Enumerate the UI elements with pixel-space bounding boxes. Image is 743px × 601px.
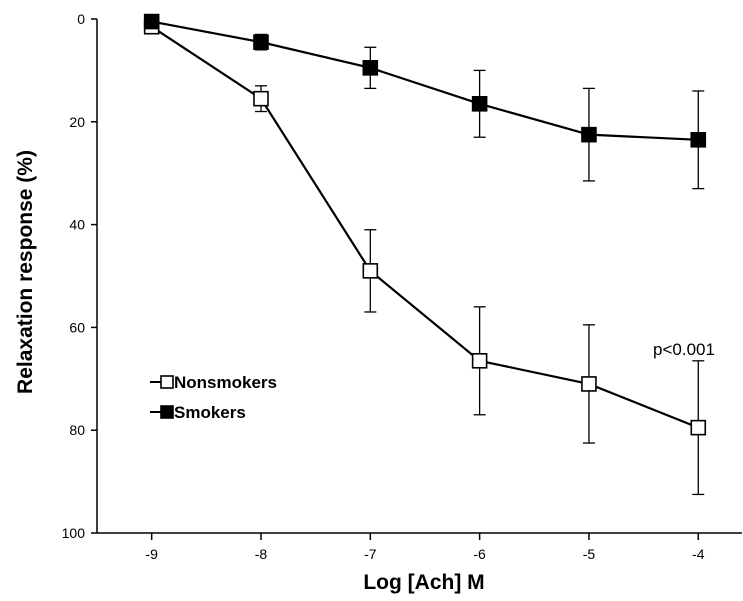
data-point-nonsmokers: [362, 263, 379, 279]
x-tick-label: -7: [364, 546, 377, 562]
y-tick-label: 100: [62, 525, 86, 541]
y-tick-label: 40: [69, 217, 85, 233]
series-line-smokers: [151, 20, 699, 141]
series-line-nonsmokers: [151, 25, 699, 429]
x-axis-title: Log [Ach] M: [363, 571, 484, 594]
data-point-nonsmokers: [581, 376, 597, 392]
legend-label-smokers: Smokers: [174, 403, 246, 422]
x-tick-label: -6: [473, 546, 486, 562]
series-layer: [143, 13, 707, 496]
x-ticks: -9 -8 -7 -6 -5 -4: [145, 533, 705, 562]
y-tick-label: 60: [69, 319, 85, 335]
x-tick-label: -9: [145, 546, 158, 562]
x-tick-label: -5: [583, 546, 596, 562]
x-tick-label: -4: [692, 546, 705, 562]
axes: [96, 19, 742, 534]
legend-item-nonsmokers: Nonsmokers: [150, 373, 277, 392]
series-nonsmokers: [143, 18, 707, 496]
x-tick-label: -8: [255, 546, 268, 562]
data-point-smokers: [253, 34, 269, 50]
data-point-smokers: [143, 13, 160, 30]
data-point-smokers: [690, 131, 707, 148]
data-point-smokers: [471, 96, 488, 112]
legend-marker-nonsmokers: [160, 375, 174, 389]
legend-item-smokers: Smokers: [150, 403, 246, 422]
data-point-nonsmokers: [253, 90, 269, 107]
series-smokers: [143, 13, 707, 190]
y-axis-title: Relaxation response (%): [14, 150, 37, 394]
data-point-nonsmokers: [471, 353, 488, 369]
data-point-smokers: [362, 60, 379, 76]
y-tick-label: 20: [69, 114, 85, 130]
data-point-nonsmokers: [690, 419, 707, 436]
data-point-smokers: [581, 126, 597, 143]
y-ticks: 0 20 40 60 80 100: [62, 11, 97, 541]
legend-marker-smokers: [160, 405, 174, 419]
y-tick-label: 80: [69, 422, 85, 438]
p-value-annotation: p<0.001: [653, 340, 715, 359]
legend: Nonsmokers Smokers: [150, 373, 277, 422]
legend-label-nonsmokers: Nonsmokers: [174, 373, 277, 392]
y-tick-label: 0: [77, 11, 85, 27]
